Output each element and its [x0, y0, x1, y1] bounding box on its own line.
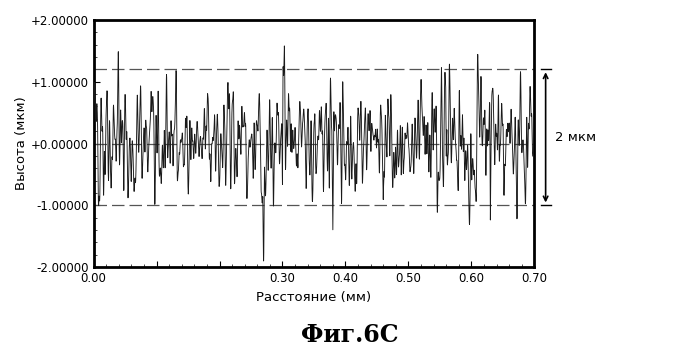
Text: Фиг.6C: Фиг.6C	[301, 322, 399, 346]
Y-axis label: Высота (мкм): Высота (мкм)	[15, 97, 28, 190]
X-axis label: Расстояние (мм): Расстояние (мм)	[256, 290, 372, 303]
Text: 2 мкм: 2 мкм	[555, 131, 596, 144]
